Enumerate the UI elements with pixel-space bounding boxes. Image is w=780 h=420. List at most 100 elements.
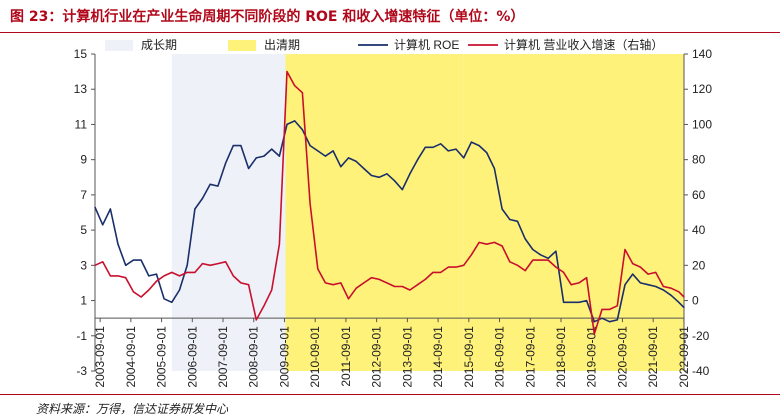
data-point-roe	[632, 273, 634, 275]
data-point-revenue	[240, 282, 242, 284]
data-point-revenue	[409, 289, 411, 291]
data-point-roe	[455, 148, 457, 150]
data-point-roe	[309, 145, 311, 147]
left-tick-label: 1	[80, 294, 87, 308]
left-tick-label: 3	[80, 258, 87, 272]
right-tick-label: 20	[692, 258, 706, 272]
series-lines	[94, 70, 685, 335]
data-point-roe	[662, 289, 665, 291]
x-tick-label: 2004-09-01	[124, 326, 138, 388]
data-point-revenue	[301, 92, 303, 94]
data-point-revenue	[539, 259, 542, 261]
data-point-revenue	[140, 296, 142, 298]
phase-band-clearing-2	[463, 54, 684, 371]
left-tick-label: 9	[80, 153, 87, 167]
data-point-revenue	[509, 261, 511, 263]
data-point-roe	[470, 141, 472, 143]
legend-swatch-clearing	[228, 40, 256, 51]
right-tick-label: 80	[692, 153, 706, 167]
data-point-revenue	[678, 291, 680, 293]
data-point-roe	[524, 238, 526, 240]
x-tick-label: 2022-09-01	[677, 326, 691, 388]
data-point-revenue	[178, 275, 181, 277]
data-point-revenue	[447, 266, 449, 268]
phase-bands	[171, 54, 684, 371]
x-tick-label: 2008-09-01	[247, 326, 261, 388]
data-point-revenue	[94, 264, 96, 266]
x-tick-label: 2020-09-01	[615, 326, 629, 388]
data-point-revenue	[601, 308, 603, 310]
data-point-roe	[401, 189, 403, 191]
data-point-revenue	[294, 85, 296, 87]
data-point-revenue	[225, 261, 227, 263]
data-point-roe	[601, 317, 603, 319]
series-line-roe	[94, 120, 685, 323]
x-tick-label: 2015-09-01	[462, 326, 476, 388]
data-point-revenue	[639, 266, 642, 268]
x-tick-label: 2021-09-01	[646, 326, 660, 388]
data-point-revenue	[370, 277, 373, 279]
data-point-roe	[324, 155, 326, 157]
data-point-roe	[440, 143, 442, 145]
x-tick-label: 2003-09-01	[93, 326, 107, 388]
data-point-revenue	[148, 289, 150, 291]
data-point-revenue	[132, 291, 134, 293]
data-point-revenue	[478, 241, 480, 243]
data-point-revenue	[417, 284, 419, 286]
data-point-revenue	[516, 264, 519, 266]
data-point-revenue	[255, 319, 257, 321]
data-point-revenue	[683, 296, 685, 298]
data-point-revenue	[125, 277, 127, 279]
data-point-revenue	[394, 285, 396, 288]
data-point-revenue	[570, 284, 572, 286]
data-point-revenue	[263, 305, 265, 307]
right-tick-label: 40	[692, 223, 706, 237]
data-point-roe	[125, 264, 127, 266]
data-point-roe	[586, 300, 588, 302]
data-point-revenue	[501, 245, 503, 247]
data-point-roe	[255, 157, 257, 159]
data-point-revenue	[555, 266, 557, 268]
data-point-revenue	[632, 263, 634, 265]
data-point-roe	[263, 155, 265, 157]
chart: -3-113579111315-40-200204060801001201402…	[74, 37, 713, 388]
data-point-revenue	[547, 259, 549, 261]
data-point-roe	[201, 197, 204, 199]
x-tick-label: 2007-09-01	[216, 326, 230, 388]
x-tick-label: 2019-09-01	[585, 326, 599, 388]
data-point-roe	[340, 166, 342, 168]
x-tick-label: 2018-09-01	[554, 326, 568, 388]
source-note: 资料来源：万得，信达证券研发中心	[36, 402, 229, 416]
data-point-roe	[378, 176, 380, 178]
data-point-roe	[432, 146, 434, 148]
data-point-roe	[547, 257, 549, 259]
data-point-roe	[417, 159, 419, 161]
data-point-revenue	[609, 308, 611, 310]
data-point-revenue	[424, 278, 426, 280]
x-tick-label: 2012-09-01	[370, 326, 384, 388]
data-point-revenue	[363, 282, 365, 284]
left-tick-label: 5	[80, 223, 87, 237]
data-point-roe	[570, 301, 572, 303]
data-point-revenue	[278, 243, 280, 245]
data-point-roe	[509, 218, 511, 221]
data-point-revenue	[578, 282, 580, 284]
data-point-roe	[271, 148, 273, 150]
data-point-revenue	[248, 284, 250, 286]
phase-band-growth-0	[171, 54, 286, 371]
data-point-roe	[225, 162, 227, 164]
data-point-roe	[532, 248, 534, 251]
left-tick-label: -3	[76, 364, 87, 378]
x-tick-label: 2017-09-01	[523, 326, 537, 388]
source-bar: 资料来源：万得，信达证券研发中心	[0, 394, 780, 420]
data-point-revenue	[401, 285, 403, 288]
data-point-revenue	[655, 271, 657, 273]
data-point-revenue	[493, 241, 495, 243]
data-point-revenue	[332, 284, 334, 286]
x-tick-label: 2013-09-01	[400, 326, 414, 388]
data-point-roe	[647, 284, 649, 286]
data-point-revenue	[171, 271, 173, 273]
x-tick-label: 2010-09-01	[308, 326, 322, 388]
data-point-revenue	[563, 271, 565, 273]
legend-label-revenue: 计算机 营业收入增速（右轴）	[504, 37, 663, 52]
